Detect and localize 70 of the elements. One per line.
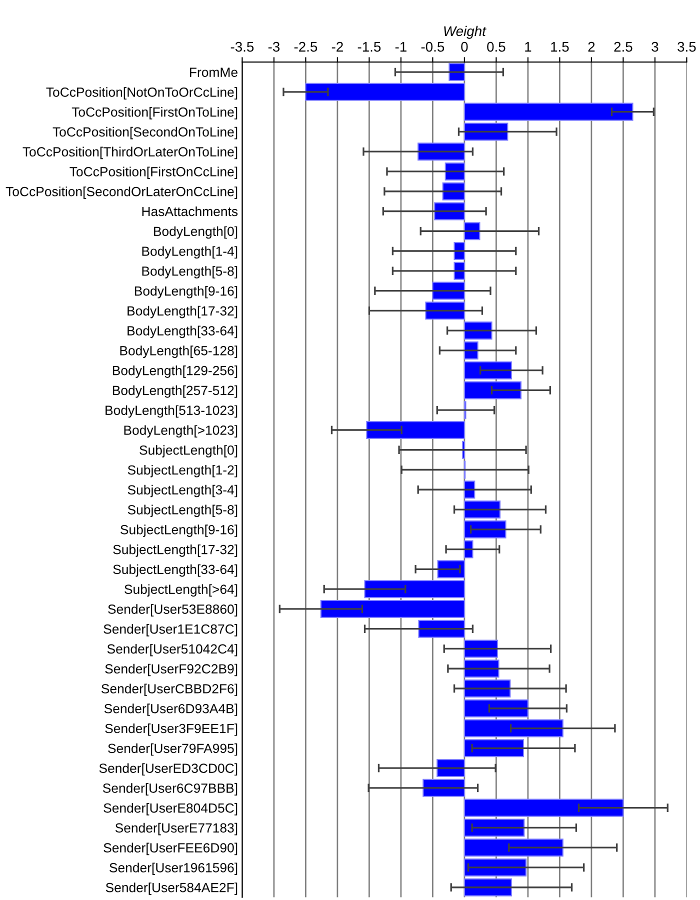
bar [464,838,564,857]
y-tick-label: BodyLength[5-8] [142,266,238,278]
y-tick-label: BodyLength[129-256] [112,366,238,378]
y-tick-label: Sender[User1E1C87C] [104,624,238,636]
x-tick-label: 1 [525,42,532,52]
x-tick-label: -1 [395,42,406,52]
y-tick-label: Sender[User6C97BBB] [102,783,238,796]
y-tick-label: Sender[User53E8860] [108,604,238,616]
y-tick-label: BodyLength[17-32] [128,306,238,318]
y-tick-label: Sender[UserED3CD0C] [99,763,238,776]
y-tick-label: BodyLength[257-512] [112,385,238,398]
y-tick-label: Sender[UserE77183] [115,822,238,836]
y-tick-label: SubjectLength[3-4] [128,484,238,498]
x-tick-label: 0.5 [487,42,506,52]
y-tick-label: Sender[UserF92C2B9] [105,664,238,676]
bar [418,142,466,161]
bar [364,580,466,598]
y-tick-label: BodyLength[0] [154,226,238,239]
bar [320,600,466,618]
y-tick-label: Sender[User584AE2F] [106,882,238,895]
y-tick-label: ToCcPosition[NotOnToOrCcLine] [46,87,238,100]
y-tick-label: BodyLength[513-1023] [106,405,238,418]
y-tick-label: FromMe [190,68,238,77]
y-tick-label: ToCcPosition[SecondOrLaterOnCcLine] [6,186,238,199]
y-tick-label: SubjectLength[33-64] [113,564,238,577]
y-tick-label: ToCcPosition[ThirdOrLaterOnToLine] [22,146,238,160]
bar [464,660,500,678]
y-tick-label: Sender[UserCBBD2F6] [102,684,238,696]
y-tick-label: ToCcPosition[FirstOnToLine] [72,107,238,120]
x-tick-label: 0 [461,42,468,52]
bar [366,420,466,439]
x-tick-label: -3.5 [230,42,254,52]
x-tick-label: 3.5 [678,42,696,52]
y-tick-label: Sender[User1961596] [110,862,238,875]
x-axis-title: Weight [444,26,486,39]
bar [464,222,480,240]
x-tick-label: 3 [652,42,658,52]
y-tick-label: BodyLength[1-4] [142,246,238,259]
x-tick-label: -0.5 [421,42,444,52]
bar [464,878,512,896]
y-tick-label: BodyLength[65-128] [120,346,238,358]
x-tick-label: -3 [268,42,280,52]
y-tick-label: Sender[User3F9EE1F] [105,723,238,736]
y-tick-label: HasAttachments [142,206,238,216]
y-tick-label: SubjectLength[>64] [124,584,238,597]
x-tick-label: -1.5 [358,42,381,52]
x-tick-label: 2 [588,42,595,52]
y-tick-label: BodyLength[33-64] [128,326,238,338]
x-tick-label: -2 [332,42,343,52]
y-tick-label: SubjectLength[9-16] [120,524,238,537]
bar [305,82,466,101]
x-tick-label: 2.5 [614,42,632,52]
bar [464,520,506,538]
y-tick-label: SubjectLength[1-2] [128,464,238,478]
y-tick-label: ToCcPosition[FirstOnCcLine] [70,166,238,179]
y-tick-label: Sender[UserE804D5C] [104,803,238,816]
y-tick-label: Sender[UserFEE6D90] [104,842,238,856]
y-tick-label: Sender[User79FA995] [108,743,238,756]
bar [454,262,466,280]
bar [464,699,529,718]
x-tick-label: -2.5 [294,42,318,52]
y-tick-label: BodyLength[>1023] [124,425,238,438]
y-tick-label: Sender[User51042C4] [107,644,238,656]
y-tick-label: Sender[User6D93A4B] [104,704,238,716]
y-tick-label: SubjectLength[0] [140,445,238,458]
y-tick-label: SubjectLength[5-8] [128,504,238,518]
y-tick-label: SubjectLength[17-32] [113,544,238,557]
y-tick-label: ToCcPosition[SecondOnToLine] [52,126,238,140]
x-tick-label: 1.5 [551,42,569,52]
y-tick-label: BodyLength[9-16] [134,286,238,298]
